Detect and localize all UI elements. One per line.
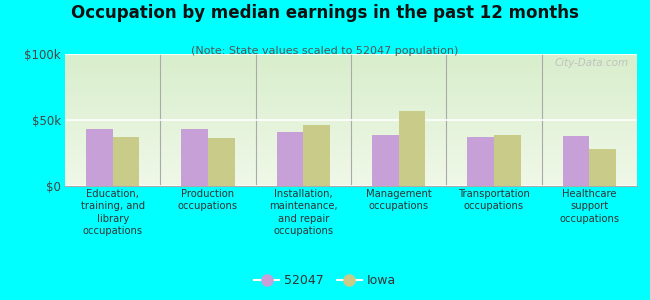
Bar: [590, 149, 616, 186]
Text: Transportation
occupations: Transportation occupations: [458, 189, 530, 212]
Bar: [86, 129, 112, 186]
Bar: [398, 111, 425, 186]
Text: Installation,
maintenance,
and repair
occupations: Installation, maintenance, and repair oc…: [269, 189, 337, 236]
Bar: [563, 136, 590, 186]
Bar: [208, 139, 235, 186]
Text: City-Data.com: City-Data.com: [554, 58, 629, 68]
Text: Management
occupations: Management occupations: [366, 189, 432, 212]
Bar: [372, 134, 398, 186]
Text: Occupation by median earnings in the past 12 months: Occupation by median earnings in the pas…: [71, 4, 579, 22]
Text: Production
occupations: Production occupations: [178, 189, 238, 212]
Bar: [277, 132, 304, 186]
Text: Education,
training, and
library
occupations: Education, training, and library occupat…: [81, 189, 145, 236]
Bar: [181, 129, 208, 186]
Text: (Note: State values scaled to 52047 population): (Note: State values scaled to 52047 popu…: [191, 46, 459, 56]
Bar: [112, 137, 139, 186]
Legend: 52047, Iowa: 52047, Iowa: [249, 269, 401, 292]
Bar: [304, 125, 330, 186]
Bar: [494, 134, 521, 186]
Text: Healthcare
support
occupations: Healthcare support occupations: [559, 189, 619, 224]
Bar: [467, 137, 494, 186]
